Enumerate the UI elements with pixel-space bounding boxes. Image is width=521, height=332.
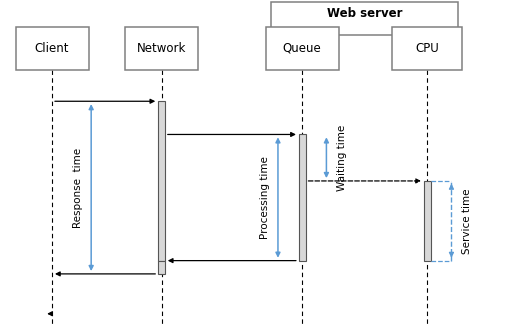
Bar — [271, 2, 458, 35]
Bar — [16, 27, 89, 70]
Bar — [266, 27, 339, 70]
Bar — [299, 134, 305, 261]
Text: Waiting time: Waiting time — [337, 124, 347, 191]
Text: Processing time: Processing time — [260, 156, 270, 239]
Text: Client: Client — [35, 42, 69, 55]
Text: Network: Network — [137, 42, 186, 55]
Bar — [158, 261, 165, 274]
Text: CPU: CPU — [415, 42, 439, 55]
Text: Response  time: Response time — [73, 147, 83, 228]
Text: Web server: Web server — [327, 7, 402, 20]
Bar — [392, 27, 462, 70]
Text: Queue: Queue — [283, 42, 321, 55]
Bar — [424, 181, 430, 261]
Bar — [125, 27, 198, 70]
Text: Service time: Service time — [462, 188, 472, 254]
Bar — [158, 101, 165, 261]
